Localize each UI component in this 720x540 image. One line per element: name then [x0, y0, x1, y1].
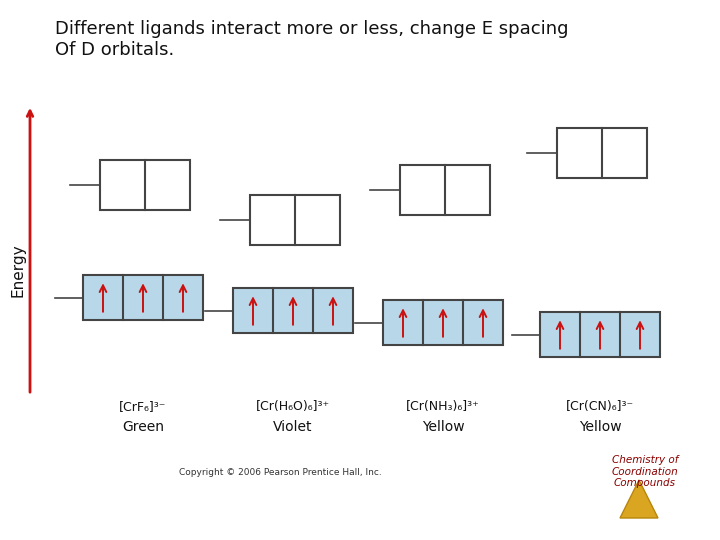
Text: [Cr(CN)₆]³⁻: [Cr(CN)₆]³⁻	[566, 400, 634, 413]
Text: Yellow: Yellow	[422, 420, 464, 434]
Bar	[250, 195, 340, 245]
Bar	[400, 165, 490, 215]
Text: Yellow: Yellow	[579, 420, 621, 434]
Bar	[233, 288, 353, 333]
Polygon shape	[620, 480, 658, 518]
Bar	[83, 275, 203, 320]
Text: Energy: Energy	[11, 243, 25, 297]
Text: [CrF₆]³⁻: [CrF₆]³⁻	[120, 400, 167, 413]
Text: Violet: Violet	[274, 420, 312, 434]
Text: [Cr(H₆O)₆]³⁺: [Cr(H₆O)₆]³⁺	[256, 400, 330, 413]
Bar	[540, 312, 660, 357]
Bar	[557, 128, 647, 178]
Text: Chemistry of
Coordination
Compounds: Chemistry of Coordination Compounds	[611, 455, 678, 488]
Text: Different ligands interact more or less, change E spacing
Of D orbitals.: Different ligands interact more or less,…	[55, 20, 569, 59]
Bar	[100, 160, 190, 210]
Text: Copyright © 2006 Pearson Prentice Hall, Inc.: Copyright © 2006 Pearson Prentice Hall, …	[179, 468, 382, 477]
Bar	[383, 300, 503, 345]
Text: [Cr(NH₃)₆]³⁺: [Cr(NH₃)₆]³⁺	[406, 400, 480, 413]
Text: Green: Green	[122, 420, 164, 434]
